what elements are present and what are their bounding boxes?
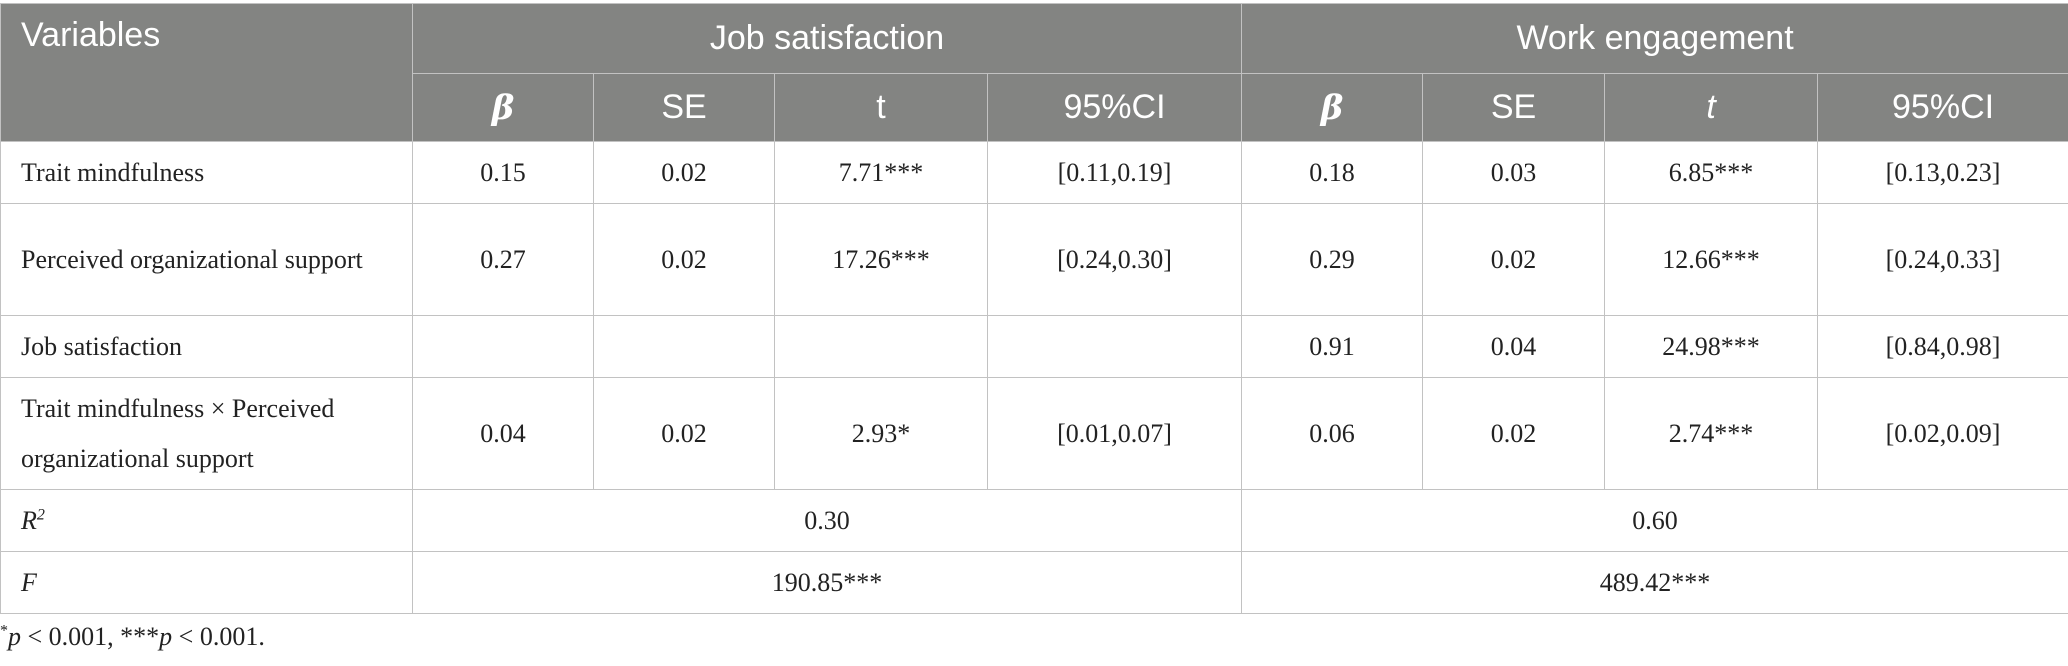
table-cell: 0.02 <box>593 377 775 490</box>
col-header-beta: β <box>1241 73 1424 142</box>
table-cell: 0.06 <box>1241 377 1424 490</box>
r-squared-work-engagement: 0.60 <box>1241 489 2068 552</box>
table-cell: [0.24,0.30] <box>986 203 1243 316</box>
row-label: Trait mindfulness <box>0 141 413 204</box>
table-cell: [0.01,0.07] <box>986 377 1243 490</box>
table-cell: 2.74*** <box>1604 377 1819 490</box>
table-cell: 17.26*** <box>774 203 988 316</box>
table-cell: 0.02 <box>1422 203 1606 316</box>
table-cell: 0.15 <box>412 141 594 204</box>
col-header-se: SE <box>1422 73 1606 142</box>
table-cell: 0.03 <box>1422 141 1606 204</box>
table-cell: 0.27 <box>412 203 594 316</box>
row-label-f: F <box>0 551 413 614</box>
table-cell: 12.66*** <box>1604 203 1819 316</box>
table-cell: 0.02 <box>1422 377 1606 490</box>
r-squared-superscript: 2 <box>36 505 45 523</box>
regression-table: Variables Job satisfaction Work engageme… <box>0 3 2068 614</box>
table-row: Job satisfaction 0.91 0.04 24.98*** [0.8… <box>0 315 2068 378</box>
footnote-text: < 0.001. <box>172 622 265 651</box>
footnote-star: * <box>0 622 8 640</box>
table-cell: 0.18 <box>1241 141 1424 204</box>
col-header-ci: 95%CI <box>1817 73 2068 142</box>
table-cell <box>412 315 594 378</box>
table-cell: [0.02,0.09] <box>1817 377 2068 490</box>
table-cell: 6.85*** <box>1604 141 1819 204</box>
row-label: Perceived organizational support <box>0 203 413 316</box>
table-cell: 2.93* <box>774 377 988 490</box>
table-footnote: *p < 0.001, ***p < 0.001. <box>0 622 265 652</box>
table-cell: 0.04 <box>412 377 594 490</box>
table-cell: 0.02 <box>593 203 775 316</box>
table-row-f: F 190.85*** 489.42*** <box>0 551 2068 614</box>
table-cell: 0.04 <box>1422 315 1606 378</box>
f-work-engagement: 489.42*** <box>1241 551 2068 614</box>
table-cell: [0.13,0.23] <box>1817 141 2068 204</box>
table-row-r-squared: R2 0.30 0.60 <box>0 489 2068 552</box>
table-cell: [0.24,0.33] <box>1817 203 2068 316</box>
table-cell: [0.11,0.19] <box>986 141 1243 204</box>
col-header-t: t <box>1604 73 1819 142</box>
table-cell: 0.29 <box>1241 203 1424 316</box>
table-cell <box>774 315 988 378</box>
footnote-text: < 0.001, *** <box>21 622 160 651</box>
table-row: Perceived organizational support 0.27 0.… <box>0 203 2068 316</box>
row-label: Trait mindfulness × Perceived organizati… <box>0 377 413 490</box>
row-label: Job satisfaction <box>0 315 413 378</box>
table-container: Variables Job satisfaction Work engageme… <box>0 3 2068 614</box>
table-cell: [0.84,0.98] <box>1817 315 2068 378</box>
row-label-r-squared: R2 <box>0 489 413 552</box>
col-header-ci: 95%CI <box>986 73 1243 142</box>
r-squared-job-satisfaction: 0.30 <box>411 489 1243 552</box>
col-header-se: SE <box>593 73 775 142</box>
f-job-satisfaction: 190.85*** <box>411 551 1243 614</box>
header-group-job-satisfaction: Job satisfaction <box>411 3 1243 74</box>
col-header-beta: β <box>412 73 594 142</box>
table-cell: 0.02 <box>593 141 775 204</box>
table-row: Trait mindfulness 0.15 0.02 7.71*** [0.1… <box>0 141 2068 204</box>
footnote-p: p <box>159 622 173 651</box>
col-header-t: t <box>774 73 988 142</box>
footnote-p: p <box>8 622 21 651</box>
table-cell <box>986 315 1243 378</box>
table-cell: 7.71*** <box>774 141 988 204</box>
table-cell: 0.91 <box>1241 315 1424 378</box>
table-cell <box>593 315 775 378</box>
header-group-work-engagement: Work engagement <box>1241 3 2068 74</box>
header-variables: Variables <box>0 3 413 142</box>
r-squared-symbol: R <box>21 505 37 535</box>
table-cell: 24.98*** <box>1604 315 1819 378</box>
table-row: Trait mindfulness × Perceived organizati… <box>0 377 2068 490</box>
